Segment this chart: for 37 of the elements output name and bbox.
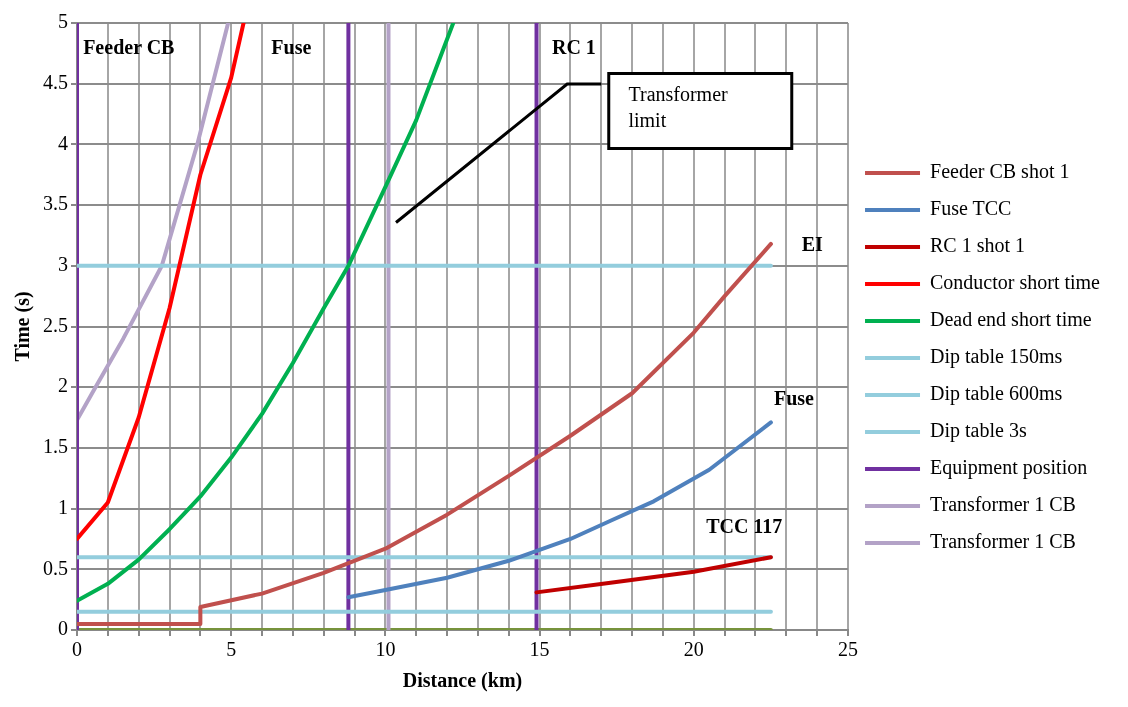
annotation: Fuse (271, 35, 312, 60)
annotation: EI (801, 231, 823, 256)
legend-label: Transformer 1 CB (930, 493, 1076, 516)
annotation: Fuse (774, 386, 814, 411)
y-axis-title: Time (s) (11, 291, 35, 362)
y-tick-label: 1.5 (43, 435, 68, 458)
annotation: Transformer limit (607, 71, 794, 150)
x-tick-label: 5 (226, 638, 237, 661)
legend-label: Dip table 150ms (930, 345, 1063, 369)
annotation: RC 1 (551, 35, 596, 60)
legend-label: Fuse TCC (930, 197, 1012, 220)
y-tick-label: 3 (58, 253, 68, 276)
y-tick-label: 1 (58, 495, 68, 518)
legend-label: Conductor short time (930, 271, 1101, 294)
legend-label: Equipment position (930, 456, 1088, 480)
legend-label: Dip table 600ms (930, 382, 1063, 406)
legend-label: Transformer 1 CB (930, 530, 1076, 553)
x-tick-label: 20 (683, 638, 704, 661)
y-tick-label: 4 (58, 131, 68, 154)
y-tick-label: 2.5 (43, 313, 68, 336)
x-tick-label: 15 (529, 638, 550, 661)
legend-label: RC 1 shot 1 (930, 234, 1026, 257)
legend-label: Dead end short time (930, 308, 1092, 331)
y-tick-label: 4.5 (43, 70, 68, 93)
y-tick-label: 0.5 (43, 556, 68, 579)
legend-label: Dip table 3s (930, 419, 1027, 443)
y-tick-label: 0 (58, 617, 68, 640)
x-axis-title: Distance (km) (402, 669, 523, 693)
y-tick-label: 5 (58, 10, 68, 33)
x-tick-label: 25 (838, 638, 859, 661)
x-tick-label: 10 (375, 638, 396, 661)
annotation: TCC 117 (706, 513, 783, 538)
y-tick-label: 2 (58, 374, 68, 397)
legend-label: Feeder CB shot 1 (930, 160, 1070, 183)
x-tick-label: 0 (72, 638, 82, 661)
annotation: Feeder CB (83, 35, 175, 60)
y-tick-label: 3.5 (43, 192, 68, 215)
